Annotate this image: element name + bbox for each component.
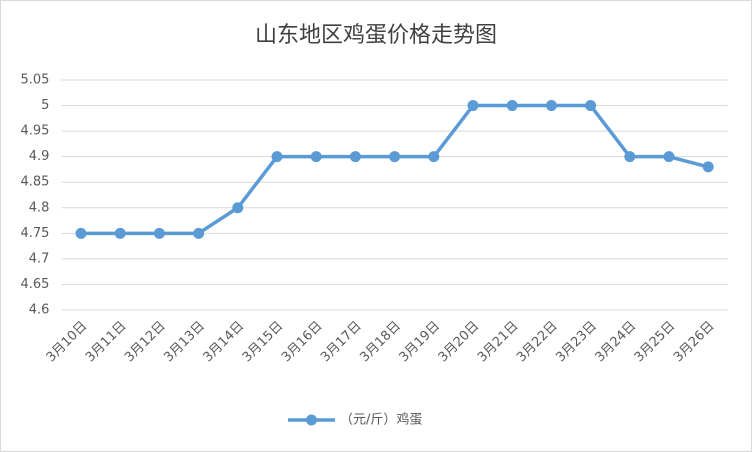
data-point: [193, 227, 205, 239]
chart-title: 山东地区鸡蛋价格走势图: [255, 23, 497, 48]
y-tick-label: 4.6: [29, 303, 50, 318]
data-point: [663, 151, 675, 163]
data-point: [545, 100, 557, 112]
data-point: [702, 161, 714, 173]
data-point: [232, 202, 244, 214]
data-point: [506, 100, 518, 112]
y-tick-label: 5.05: [20, 73, 49, 88]
data-point: [310, 151, 322, 163]
legend-label: （元/斤）鸡蛋: [340, 412, 422, 428]
data-point: [428, 151, 440, 163]
data-point: [624, 151, 636, 163]
y-tick-label: 4.85: [20, 175, 49, 190]
data-point: [389, 151, 401, 163]
y-tick-label: 4.75: [20, 226, 49, 241]
data-point: [271, 151, 283, 163]
legend-marker: [306, 414, 317, 426]
y-tick-label: 4.95: [20, 124, 49, 139]
data-point: [114, 227, 126, 239]
data-point: [467, 100, 479, 112]
data-point: [585, 100, 597, 112]
y-tick-label: 4.8: [29, 200, 50, 215]
data-point: [153, 227, 165, 239]
y-tick-label: 5: [41, 98, 49, 113]
y-tick-label: 4.7: [29, 251, 50, 266]
data-point: [349, 151, 361, 163]
y-tick-label: 4.65: [20, 277, 49, 292]
data-point: [75, 227, 87, 239]
y-tick-label: 4.9: [29, 149, 50, 164]
